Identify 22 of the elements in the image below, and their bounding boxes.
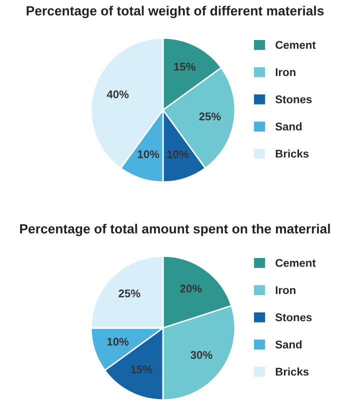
legend-label: Sand: [275, 340, 302, 348]
data-label: 30%: [190, 351, 212, 359]
slice-label: Cement: [276, 259, 316, 267]
data-label: 10%: [107, 338, 129, 346]
legend-label: Cement: [276, 41, 316, 49]
data-label: 20%: [180, 284, 202, 293]
chart-title: Percentage of total weight of different materials: [26, 6, 324, 18]
data-label: 15%: [174, 62, 196, 71]
data-label: 25%: [199, 112, 221, 120]
chart-title: Percentage of total amount spent on the materrial: [20, 224, 330, 236]
data-label: 10%: [167, 150, 189, 158]
legend-label: Sand: [275, 122, 302, 130]
data-label: 40%: [106, 90, 129, 98]
legend-label: Stones: [275, 313, 312, 322]
legend-label: Bricks: [276, 150, 309, 158]
data-label: 10%: [138, 150, 160, 158]
data-label: 15%: [131, 365, 152, 374]
legend-label: Stones: [275, 95, 312, 104]
legend-label: Bricks: [276, 368, 309, 376]
data-label: 25%: [118, 290, 140, 298]
slice-label: Iron: [276, 286, 296, 294]
legend-label: Iron: [276, 68, 296, 76]
